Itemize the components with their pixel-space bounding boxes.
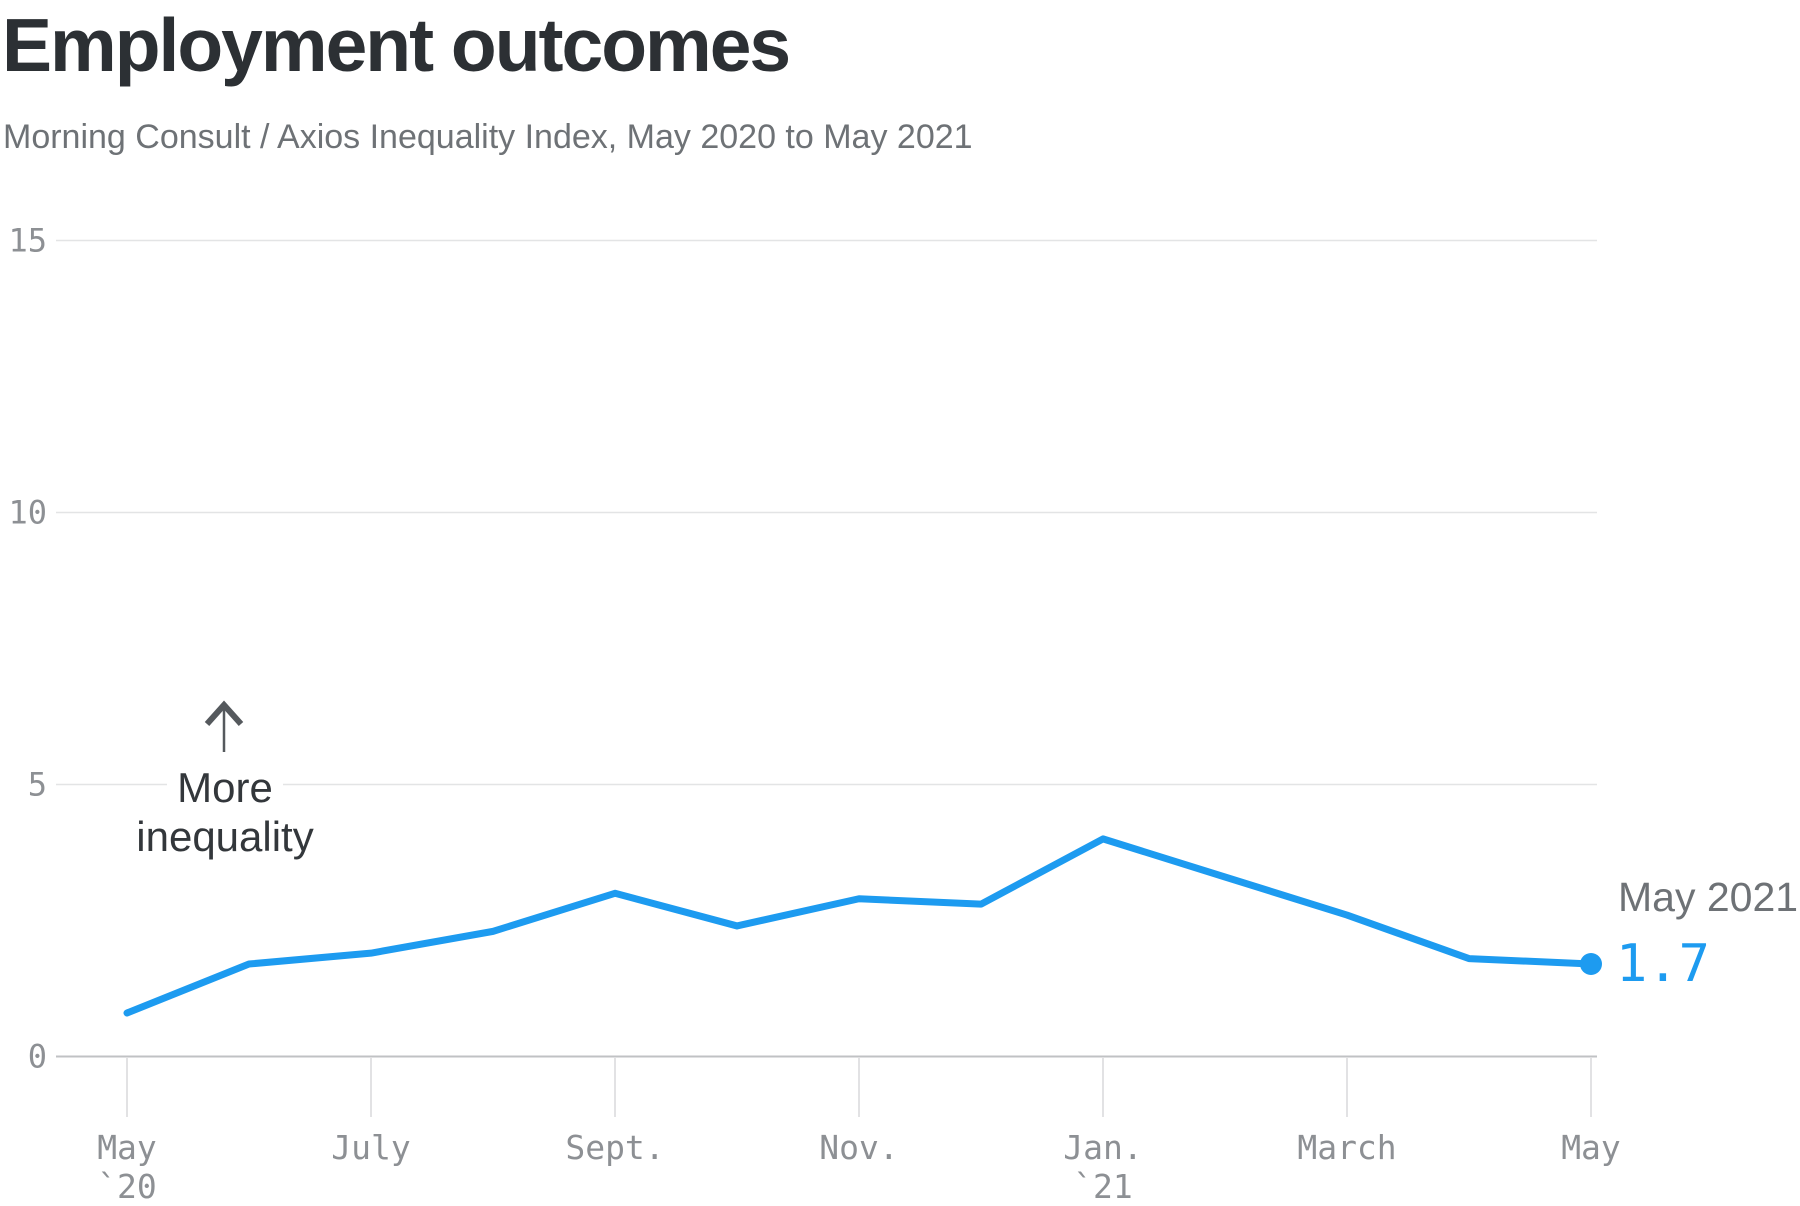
end-point-marker: [1580, 953, 1602, 976]
x-tick-label: July: [331, 1128, 410, 1167]
x-tick-label: May: [1561, 1128, 1621, 1167]
x-tick-year-label: `21: [1073, 1167, 1133, 1206]
x-tick-label: Jan.: [1063, 1128, 1142, 1167]
up-arrow-icon: [204, 700, 244, 752]
series-line: [123, 835, 1595, 1017]
y-tick-label-0: 0: [28, 1038, 47, 1076]
y-tick-label-10: 10: [8, 494, 47, 532]
annotation-more-inequality: More inequality: [75, 763, 375, 861]
page-title: Employment outcomes: [2, 3, 791, 87]
x-tick-label: Nov.: [819, 1128, 898, 1167]
end-label-date: May 2021: [1618, 874, 1799, 920]
y-tick-label-5: 5: [28, 766, 47, 804]
annotation-line-1: More: [167, 764, 283, 811]
chart-subtitle: Morning Consult / Axios Inequality Index…: [3, 118, 973, 156]
x-tick-label: May: [97, 1128, 157, 1167]
annotation-line-2: inequality: [126, 813, 324, 860]
x-tick-label: Sept.: [565, 1128, 664, 1167]
x-tick-label: March: [1297, 1128, 1396, 1167]
y-tick-label-15: 15: [8, 222, 47, 260]
x-tick-year-label: `20: [97, 1167, 157, 1206]
end-label-value: 1.7: [1616, 934, 1710, 994]
